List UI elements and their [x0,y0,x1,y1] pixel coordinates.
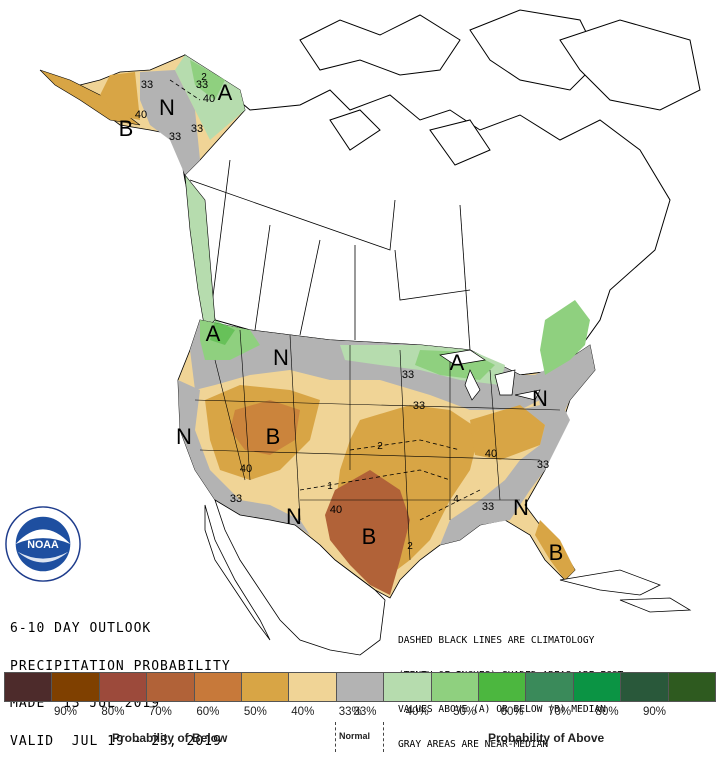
region-letters: B N A A N A N B N N B N B [119,80,564,565]
outlook-valid-dates: VALID JUL 19 - 23, 2019 [10,733,222,749]
contour-label: 33 [482,501,494,513]
contour-label: 40 [203,93,215,105]
contour-label: 33 [537,459,549,471]
contour-label: 40 [135,109,147,121]
contour-label: 33 [230,493,242,505]
region-letter: A [206,321,221,346]
legend-percent-label: 40% [405,706,429,718]
legend-percent-label: 80% [595,706,619,718]
outlook-title: 6-10 DAY OUTLOOK [10,621,152,636]
legend-percent-labels: 90% 80% 70% 60% 50% 40% 33% 33% 40% 50% 60% 70% 80% 9… [4,706,716,720]
outlook-variable: PRECIPITATION PROBABILITY [10,658,231,674]
legend-percent-label: 40% [291,706,315,718]
contour-label: 40 [485,448,497,460]
probability-below-caption: Probability of Below [112,731,228,745]
region-letter: N [176,424,192,449]
region-letter: A [218,80,233,105]
region-letter: N [273,345,289,370]
climatology-label: 2 [201,72,207,83]
normal-caption: Normal [339,731,371,741]
region-letter: B [266,424,281,449]
region-letter: N [286,504,302,529]
legend-swatch [52,673,100,701]
contour-labels: 33 40 33 33 33 33 40 40 33 40 33 40 33 3… [135,79,549,516]
legend-swatch [242,673,290,701]
legend-swatch [668,673,716,701]
contour-label: 40 [240,463,252,475]
noaa-logo: NOAA [5,506,81,582]
climatology-label: 1 [327,481,333,492]
contour-label: 33 [191,123,203,135]
state-borders [194,329,561,561]
legend-percent-label: 50% [243,706,267,718]
climatology-label: 2 [407,541,413,552]
note-line: DASHED BLACK LINES ARE CLIMATOLOGY [398,635,595,646]
conus [177,300,596,599]
canada-landmass [174,9,701,376]
legend-separator-right [383,722,384,752]
region-letter: N [159,95,175,120]
contour-label: 33 [413,400,425,412]
legend-swatch [479,673,527,701]
legend-percent-label: 60% [500,706,524,718]
great-lakes [439,349,541,401]
region-letter: N [513,495,529,520]
climatology-label: 2 [377,441,383,452]
legend-swatch [621,673,669,701]
legend-color-bar [4,672,716,702]
region-letter: N [532,386,548,411]
climatology-label: 4 [453,494,459,505]
note-line: GRAY AREAS ARE NEAR-MEDIAN [398,738,549,750]
legend-swatch [5,673,53,701]
legend-swatch [336,673,385,701]
legend-swatch [289,673,337,701]
region-letter: B [362,524,377,549]
region-letter: B [549,540,564,565]
contour-label: 33 [141,79,153,91]
legend-swatch [431,673,480,701]
legend-percent-label: 70% [548,706,572,718]
precipitation-outlook-map: B N A A N A N B N N B N B 33 40 33 33 33… [39,9,701,656]
region-letter: A [450,350,465,375]
mexico-outline [204,499,692,656]
climatology-dashed-lines [169,79,481,521]
legend-swatch [147,673,195,701]
contour-label: 33 [402,369,414,381]
contour-label: 33 [169,131,181,143]
province-boundaries [189,159,471,351]
legend-percent-label: 50% [453,706,477,718]
legend-percent-label: 90% [643,706,667,718]
legend-swatch [384,673,432,701]
region-letter: B [119,116,134,141]
legend-swatch [526,673,574,701]
legend-swatch [194,673,243,701]
note-line: VALUES ABOVE (A) OR BELOW (B) MEDIAN [398,704,606,715]
climatology-labels: 2 2 1 4 2 [201,72,459,552]
legend-percent-label: 33% [353,706,377,718]
legend-swatch [573,673,622,701]
contour-label: 40 [330,504,342,516]
contour-label: 33 [196,79,208,91]
legend-percent-label: 70% [148,706,172,718]
legend-percent-label: 60% [196,706,220,718]
legend-separator-left [335,722,336,752]
legend-swatch [99,673,148,701]
probability-above-caption: Probability of Above [488,731,605,745]
svg-text:NOAA: NOAA [27,539,59,551]
alaska [39,54,246,176]
legend-percent-label: 90% [53,706,77,718]
legend-percent-label: 33% [338,706,362,718]
legend-percent-label: 80% [101,706,125,718]
